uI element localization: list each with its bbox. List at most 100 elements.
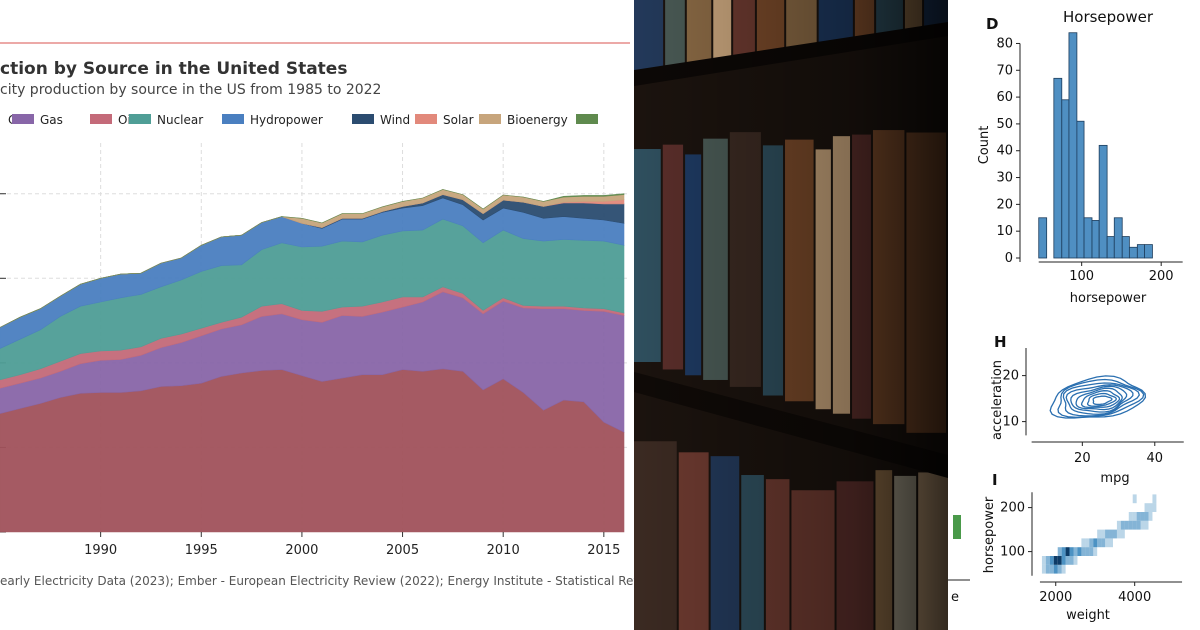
heatmap-cell [1089,538,1094,548]
heatmap-cell [1136,520,1141,530]
heatmap-cell [1089,547,1094,556]
hist-bar [1083,217,1093,259]
hist-bar [1061,99,1070,259]
area-xtick-label: 2005 [386,543,419,558]
heat-xtick-label: 2000 [1039,590,1072,605]
heatmap-cell [1148,512,1153,521]
hist-ytick-label: 10 [996,224,1013,239]
heatmap-cell [1093,538,1098,548]
heatmap-cell [1136,512,1141,521]
area-xtick-label: 2010 [487,543,520,558]
heatmap-cell [1093,547,1098,556]
hist-ytick-label: 40 [996,144,1013,159]
kde-contour-line [1092,395,1113,406]
kde-contour-line [1057,378,1145,418]
heatmap-cell [1045,564,1050,574]
heatmap-cell [1049,556,1054,565]
area-chart-svg: ction by Source in the United States cit… [0,42,634,588]
heatmap-cell [1116,520,1121,530]
heatmap-cell [1097,538,1102,548]
area-legend: CoalGasOilNuclearHydropowerWindSolarBioe… [8,113,598,127]
area-xtick-label: 2015 [587,543,620,558]
heatmap-cell [1053,564,1058,574]
heatmap-cell [1109,529,1113,539]
hist-bar [1068,32,1078,259]
heatmap-cell [1057,564,1062,574]
panel-label-d: D [986,15,998,33]
legend-swatch [90,114,112,124]
hist-bar [1106,236,1115,259]
kde-contour-line [1062,382,1141,417]
heatmap-cell [1069,547,1074,556]
heatmap-cell [1057,547,1062,556]
area-xtick-label: 2000 [285,543,318,558]
hist-axes: 0 10 20 30 40 50 60 70 80 100 200 [996,36,1183,284]
hist-ytick-label: 70 [996,63,1013,78]
legend-label: Wind [380,113,410,127]
heatmap-cell [1116,529,1121,539]
legend-label: Nuclear [157,113,203,127]
area-layers [0,189,625,533]
chart-title: ction by Source in the United States [0,59,347,79]
hist-xtick-label: 200 [1149,269,1174,284]
panel-label-i: I [992,471,998,489]
hist-ytick-label: 50 [996,117,1013,132]
area-series-other [0,189,625,328]
hist-title: Horsepower [1063,8,1154,26]
heat-ytick-label: 100 [1000,545,1025,560]
heatmap-cell [1105,529,1110,539]
kde-contour-line [1065,384,1134,415]
kde-contour-line [1086,392,1117,407]
heatmap-cell [1061,547,1066,556]
area-x-ticks: 1990 1995 2000 2005 2010 2015 [84,532,620,558]
heatmap-cell [1073,556,1078,565]
heatmap-cell [1144,503,1149,512]
kde-ytick-label: 10 [1002,415,1019,430]
hist-bar [1076,120,1085,259]
panel-label-h: H [994,333,1007,351]
heatmap-cell [1144,520,1149,530]
legend-label: Hydropower [250,113,323,127]
hist-bars [1038,32,1153,259]
hist-bar [1098,144,1108,259]
heatmap-cell [1132,520,1137,530]
heat-xlabel: weight [1066,608,1110,623]
hist-bar [1136,244,1145,259]
stub-bar [953,515,961,539]
heatmap-cell [1128,520,1133,530]
legend-swatch [12,114,34,124]
legend-swatch [415,114,437,124]
hist-ytick-label: 20 [996,197,1013,212]
heatmap-cell [1097,529,1102,539]
heatmap-cell [1085,547,1090,556]
hist-bar [1038,217,1048,259]
source-note: early Electricity Data (2023); Ember - E… [0,574,634,588]
heatmap-cell [1105,538,1110,548]
chart-subtitle: city production by source in the US from… [0,82,381,98]
heatmap-cell [1041,564,1046,574]
heatmap-cell [1109,538,1113,548]
legend-label: Solar [443,113,474,127]
kde-contour-line [1075,387,1123,411]
heat-ylabel: horsepower [982,496,997,573]
kde-axes: 10 20 20 40 [1002,348,1184,466]
heatmap-cell [1077,547,1082,556]
heatmap-cell [1065,556,1070,565]
bookshelf-photo [634,0,948,630]
kde-contours [1049,375,1147,419]
hist-ytick-label: 30 [996,171,1013,186]
heatmap-cell [1152,503,1157,512]
heat-ytick-label: 200 [1000,501,1025,516]
heatmap-cell [1085,538,1090,548]
heatmap-cell [1041,556,1046,565]
stub-text: e [951,590,959,605]
hist-bar [1128,246,1138,259]
heatmap-cell [1140,520,1145,530]
heatmap-cell [1081,538,1086,548]
bookshelf-photo-svg [634,0,948,630]
legend-swatch [352,114,374,124]
heatmap-cell [1144,512,1149,521]
heatmap-axes: 100 200 2000 4000 [1000,492,1183,605]
heatmap-cell [1045,556,1050,565]
legend-swatch [129,114,151,124]
